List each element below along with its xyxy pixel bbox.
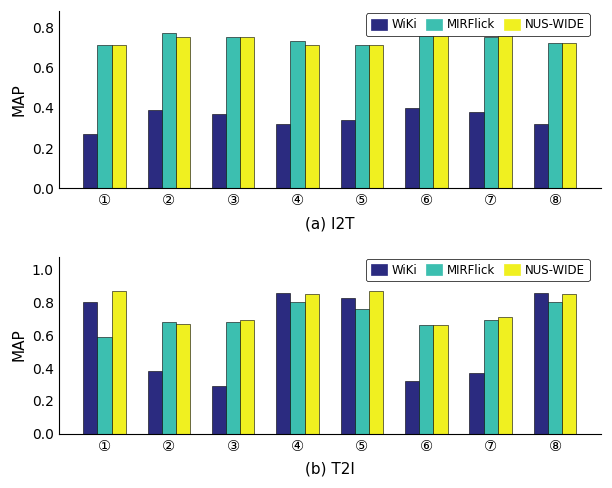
Bar: [469, 112, 483, 188]
Bar: [147, 371, 162, 434]
Bar: [276, 293, 291, 434]
Bar: [162, 33, 176, 188]
Bar: [419, 325, 433, 434]
Bar: [355, 309, 369, 434]
Legend: WiKi, MIRFlick, NUS-WIDE: WiKi, MIRFlick, NUS-WIDE: [366, 14, 589, 36]
Bar: [212, 386, 226, 434]
Bar: [355, 45, 369, 188]
Bar: [433, 325, 447, 434]
Y-axis label: MAP: MAP: [11, 83, 26, 116]
Bar: [483, 321, 498, 434]
Bar: [562, 294, 577, 434]
Bar: [341, 298, 355, 434]
Bar: [212, 114, 226, 188]
Bar: [176, 324, 190, 434]
Bar: [369, 45, 383, 188]
Bar: [226, 37, 241, 188]
X-axis label: (b) T2I: (b) T2I: [305, 462, 354, 477]
Bar: [405, 108, 419, 188]
Bar: [548, 43, 562, 188]
Legend: WiKi, MIRFlick, NUS-WIDE: WiKi, MIRFlick, NUS-WIDE: [366, 259, 589, 281]
Bar: [305, 294, 319, 434]
Bar: [176, 37, 190, 188]
Bar: [469, 373, 483, 434]
Bar: [483, 37, 498, 188]
Bar: [562, 43, 577, 188]
Y-axis label: MAP: MAP: [11, 329, 26, 362]
Bar: [111, 45, 125, 188]
Bar: [162, 322, 176, 434]
Bar: [291, 41, 305, 188]
Bar: [433, 35, 447, 188]
Bar: [419, 35, 433, 188]
Bar: [534, 124, 548, 188]
Bar: [276, 124, 291, 188]
Bar: [97, 45, 111, 188]
Bar: [498, 35, 512, 188]
Bar: [369, 291, 383, 434]
Bar: [83, 134, 97, 188]
Bar: [83, 303, 97, 434]
Bar: [305, 45, 319, 188]
Bar: [534, 293, 548, 434]
Bar: [241, 37, 255, 188]
Bar: [291, 303, 305, 434]
Bar: [241, 321, 255, 434]
Bar: [111, 291, 125, 434]
Bar: [97, 337, 111, 434]
Bar: [147, 110, 162, 188]
Bar: [498, 317, 512, 434]
Bar: [341, 120, 355, 188]
Bar: [548, 303, 562, 434]
Bar: [405, 381, 419, 434]
Bar: [226, 322, 241, 434]
X-axis label: (a) I2T: (a) I2T: [305, 217, 354, 231]
